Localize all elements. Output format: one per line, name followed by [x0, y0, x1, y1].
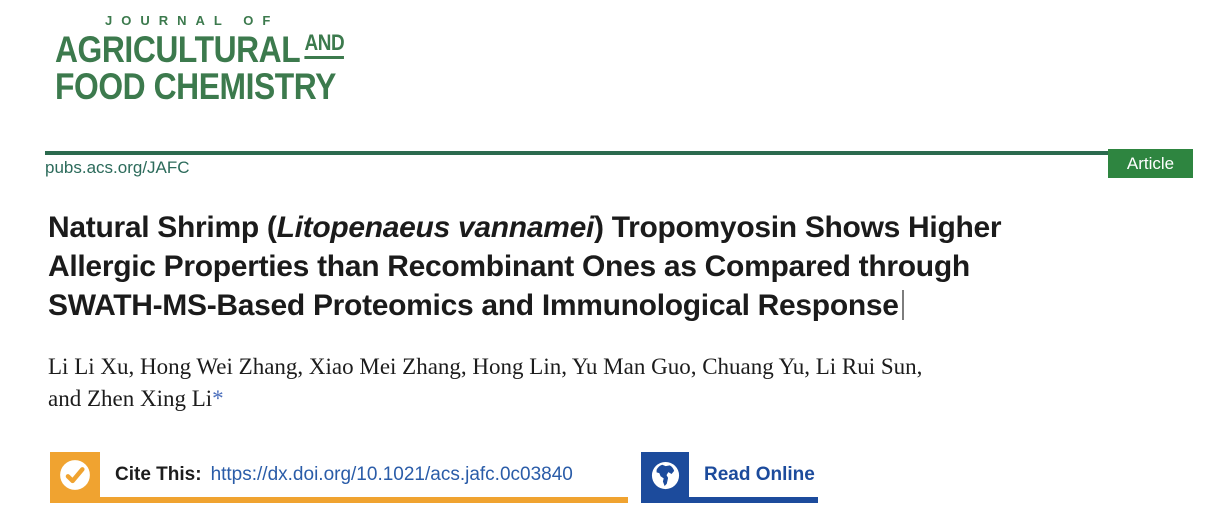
text-cursor	[901, 290, 904, 320]
journal-logo-line2: FOOD CHEMISTRY	[55, 66, 336, 107]
action-banner: Cite This: https://dx.doi.org/10.1021/ac…	[50, 452, 818, 503]
author-list-line2: and Zhen Xing Li*	[48, 383, 1198, 415]
author-list-line2-text: and Zhen Xing Li	[48, 386, 213, 411]
article-type-badge: Article	[1108, 149, 1193, 178]
corresponding-author-asterisk: *	[212, 386, 224, 411]
read-online-text-row: Read Online	[689, 452, 818, 497]
masthead-rule	[45, 151, 1193, 155]
journal-logo-line1-main: AGRICULTURAL	[55, 29, 301, 70]
cite-this-text-row: Cite This: https://dx.doi.org/10.1021/ac…	[100, 452, 628, 497]
journal-logo: JOURNAL OF AGRICULTURAL AND FOOD CHEMISTR…	[55, 13, 391, 105]
check-circle-icon	[58, 458, 92, 497]
cite-this-bar: Cite This: https://dx.doi.org/10.1021/ac…	[50, 452, 628, 503]
author-list: Li Li Xu, Hong Wei Zhang, Xiao Mei Zhang…	[48, 351, 1198, 415]
journal-site-link[interactable]: pubs.acs.org/JAFC	[45, 158, 190, 177]
cite-icon-box	[50, 452, 100, 503]
masthead-rule-row: Article	[45, 149, 1193, 179]
journal-logo-line1: AGRICULTURAL AND	[55, 29, 345, 70]
cite-this-body: Cite This: https://dx.doi.org/10.1021/ac…	[100, 452, 628, 503]
title-line1-post: ) Tropomyosin Shows Higher	[594, 211, 1002, 244]
read-online-underline	[689, 497, 818, 503]
author-list-line1: Li Li Xu, Hong Wei Zhang, Xiao Mei Zhang…	[48, 354, 923, 379]
cite-this-underline	[100, 497, 628, 503]
cite-this-label: Cite This:	[115, 463, 202, 485]
read-online-body: Read Online	[689, 452, 818, 503]
article-title: Natural Shrimp (Litopenaeus vannamei) Tr…	[48, 208, 1208, 325]
doi-link[interactable]: https://dx.doi.org/10.1021/acs.jafc.0c03…	[210, 463, 573, 485]
title-line3-text: SWATH-MS-Based Proteomics and Immunologi…	[48, 289, 899, 322]
read-online-button[interactable]: Read Online	[641, 452, 818, 503]
read-online-icon-box	[641, 452, 689, 503]
title-species-italic: Litopenaeus vannamei	[276, 211, 595, 244]
title-line1-pre: Natural Shrimp (	[48, 211, 277, 244]
journal-logo-kicker: JOURNAL OF	[105, 13, 280, 28]
journal-logo-and: AND	[304, 31, 345, 59]
article-title-line2: Allergic Properties than Recombinant One…	[48, 250, 970, 283]
article-title-line1: Natural Shrimp (Litopenaeus vannamei) Tr…	[48, 208, 1208, 247]
read-online-label[interactable]: Read Online	[704, 463, 815, 485]
article-title-line3: SWATH-MS-Based Proteomics and Immunologi…	[48, 286, 1208, 325]
globe-icon	[650, 460, 681, 496]
